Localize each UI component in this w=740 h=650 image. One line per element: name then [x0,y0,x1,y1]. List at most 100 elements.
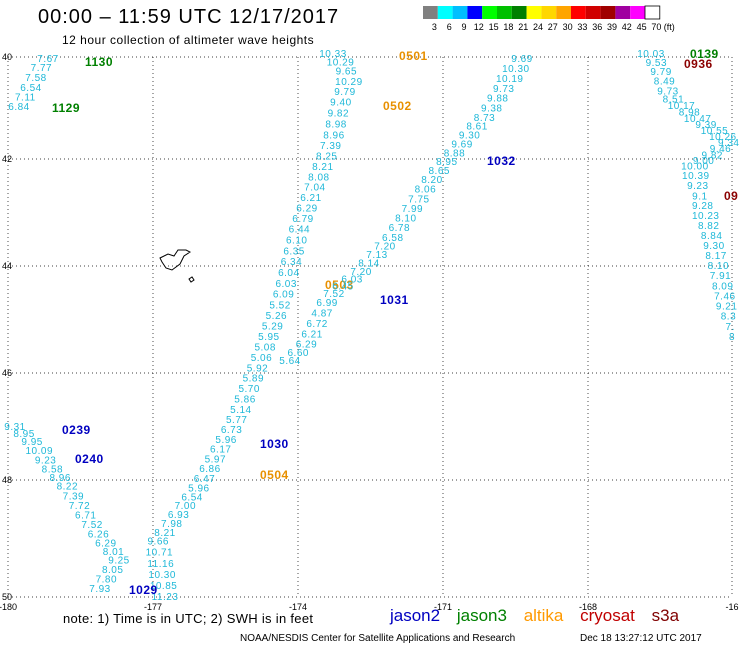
satellite-jason3: jason3 [456,606,507,625]
legend-label: 42 [622,22,632,32]
swh-value: 5.29 [262,321,283,332]
legend-label: 3 [432,22,437,32]
lon-tick-label: -180 [0,602,17,612]
swh-value: 8.95 [13,429,34,440]
swh-value: 10.39 [682,171,710,182]
satellite-s3a: s3a [651,606,680,625]
swh-value: 9.46 [710,144,731,155]
lon-tick-label: -16 [725,602,738,612]
pass-time-label: 1029 [129,583,158,597]
swh-value: 10.55 [701,126,729,137]
swh-value: 8.21 [154,528,175,539]
legend-label: 21 [518,22,528,32]
swh-value: 9.79 [650,67,671,78]
swh-value: 7.72 [69,501,90,512]
swh-value: 8.96 [49,473,70,484]
satellite-cryosat: cryosat [580,606,635,625]
swh-value: 10.85 [150,581,178,592]
swh-value: 9.65 [336,67,357,78]
track-e-group: 10.039.539.798.499.738.5110.178.9810.479… [637,47,739,343]
legend-swatch [600,6,616,19]
lon-tick-label: -177 [144,602,162,612]
swh-value: 6.17 [210,445,231,456]
swh-value: 9.66 [147,537,168,548]
swh-value: 6.44 [289,225,310,236]
swh-value: 8.88 [444,148,465,159]
swh-value: 7.91 [710,271,731,282]
swh-value: 8.65 [428,166,449,177]
generated-timestamp: Dec 18 13:27:12 UTC 2017 [580,633,702,644]
swh-value: 8.09 [712,281,733,292]
swh-value: 8.25 [316,151,337,162]
swh-value: 7.75 [408,194,429,205]
swh-value: 7.58 [25,73,46,84]
swh-value: 5.64 [279,356,300,367]
legend-label: 9 [461,22,466,32]
swh-value: 7.20 [350,267,371,278]
lon-tick-label: -174 [289,602,307,612]
swh-value: 7.46 [714,291,735,302]
swh-value: 8.20 [421,175,442,186]
pass-time-label: 1031 [380,293,409,307]
swh-value: 6.29 [95,538,116,549]
swh-value: 6.04 [278,268,299,279]
swh-value: 9.88 [487,94,508,105]
swh-value: 5.14 [230,405,251,416]
legend-label: 45 [637,22,647,32]
legend-label: 36 [592,22,602,32]
satellite-jason2: jason2 [390,606,441,625]
swh-value: 5.52 [269,300,290,311]
swh-value: 10.09 [25,446,53,457]
track-c-group: 9.6910.3010.199.739.889.388.738.619.309.… [129,54,532,597]
swh-value: 10.23 [692,211,720,222]
pass-time-label: 1030 [260,437,289,451]
swh-value: 9.95 [21,437,42,448]
swh-value: 5.86 [234,394,255,405]
lon-tick-label: -171 [434,602,452,612]
swh-value: 6.21 [301,329,322,340]
swh-value: 9.79 [334,87,355,98]
track-d-group: 9.318.959.9510.099.238.588.968.227.397.7… [4,422,129,595]
swh-value: 8.96 [323,130,344,141]
page-subtitle: 12 hour collection of altimeter wave hei… [62,33,315,47]
swh-value: 11.16 [147,559,174,570]
legend-swatch [615,6,631,19]
legend-swatch [467,6,483,19]
island-outline [159,249,191,271]
swh-value: 8.01 [103,547,124,558]
lat-tick-label: 40 [2,52,12,62]
track-a-group: 7.677.777.586.547.116.84 1130 1129 [8,54,113,115]
swh-value: 6.99 [316,298,337,309]
swh-value: 8.05 [102,565,123,576]
swh-value: 7.80 [96,574,117,585]
swh-value: 6.10 [286,235,307,246]
swh-value: 5.92 [247,363,268,374]
swh-value: 8.98 [325,119,346,130]
swh-value: 9.34 [718,138,739,149]
swh-value: 8.21 [312,162,333,173]
pass-time-label: 0139 [690,47,719,61]
swh-value: 10.71 [146,548,174,559]
legend-swatch [571,6,586,19]
pass-time-label: 1032 [487,154,516,168]
lat-tick-label: 48 [2,475,12,485]
legend-label: 15 [489,22,499,32]
swh-value: 7.52 [81,520,102,531]
swh-value: 9.21 [716,302,737,313]
swh-value: 6.73 [221,425,242,436]
swh-value: 8.73 [474,113,495,124]
swh-value: 9.23 [35,455,56,466]
swh-value: 6.60 [287,348,308,359]
swh-value: 6.03 [341,274,362,285]
pass-time-label: 1130 [85,55,113,69]
swh-value: 6.79 [292,214,313,225]
swh-value: 8.82 [698,221,719,232]
swh-value: 5.08 [254,342,275,353]
swh-value: 7.99 [402,204,423,215]
lat-tick-label: 46 [2,368,12,378]
swh-value: 7.93 [89,584,110,595]
swh-value: 10.47 [684,114,712,125]
swh-value: 10.19 [496,74,524,85]
swh-value: 8.3 [721,312,736,323]
lat-tick-label: 50 [2,592,12,602]
